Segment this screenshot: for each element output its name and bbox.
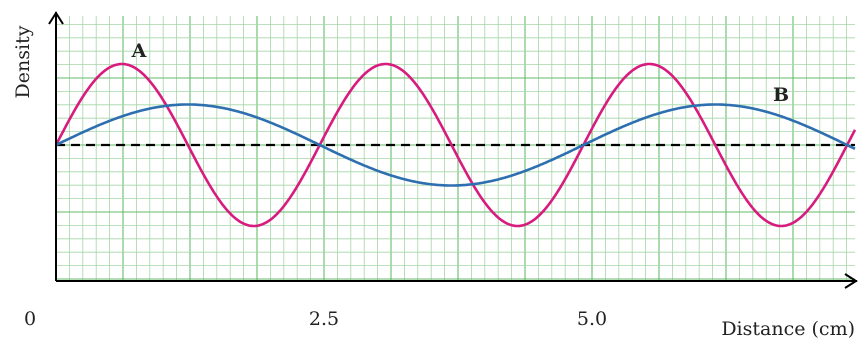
- x-axis-title: Distance (cm): [721, 318, 855, 340]
- origin-label: 0: [24, 308, 36, 330]
- axes: [48, 11, 858, 289]
- series-labels: AB: [131, 40, 789, 106]
- y-axis-title: Density: [12, 25, 34, 98]
- curves: [54, 62, 857, 228]
- x-tick-label: 2.5: [309, 308, 339, 330]
- curve-a: [54, 62, 857, 228]
- x-tick-label: 5.0: [577, 308, 607, 330]
- x-tick-labels: 2.5 5.0: [309, 308, 607, 330]
- curve-label-b: B: [773, 84, 789, 106]
- curve-label-a: A: [131, 40, 147, 62]
- x-axis-arrow-icon: [844, 273, 858, 289]
- curve-b: [55, 103, 856, 187]
- grid: [55, 16, 855, 281]
- y-axis-arrow-icon: [48, 11, 64, 25]
